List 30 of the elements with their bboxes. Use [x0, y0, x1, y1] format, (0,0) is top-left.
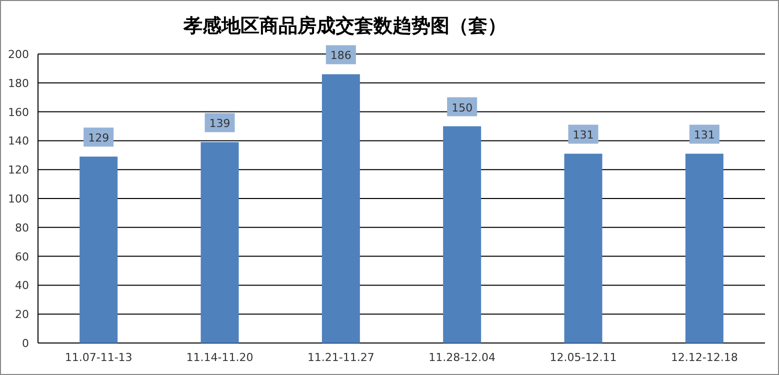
bar	[322, 74, 360, 343]
x-tick-label: 11.21-11.27	[307, 351, 374, 364]
data-label: 150	[452, 101, 473, 114]
y-tick-label: 60	[15, 250, 29, 264]
y-tick-label: 140	[8, 134, 29, 148]
y-tick-label: 180	[8, 76, 29, 90]
bar	[443, 126, 482, 343]
data-label: 131	[572, 128, 594, 142]
data-label: 131	[694, 128, 715, 142]
y-tick-label: 20	[15, 308, 29, 322]
y-tick-label: 40	[15, 279, 29, 292]
bar	[80, 156, 118, 343]
data-label: 139	[209, 117, 230, 130]
chart-title: 孝感地区商品房成交套数趋势图（套）	[182, 15, 506, 37]
x-tick-label: 12.12-12.18	[670, 351, 738, 364]
bar	[685, 154, 724, 343]
y-tick-label: 100	[8, 192, 29, 206]
x-tick-label: 11.14-11.20	[186, 351, 254, 364]
bar	[200, 142, 239, 343]
data-label: 186	[330, 49, 352, 62]
data-label: 129	[88, 132, 110, 145]
bar	[564, 154, 602, 343]
y-tick-label: 160	[8, 106, 29, 119]
y-tick-label: 80	[15, 221, 29, 234]
x-tick-label: 11.07-11-13	[64, 351, 132, 364]
y-tick-label: 120	[8, 164, 29, 177]
y-tick-label: 0	[22, 337, 29, 350]
x-tick-label: 11.28-12.04	[428, 351, 496, 364]
y-tick-label: 200	[8, 48, 29, 61]
x-tick-label: 12.05-12.11	[550, 351, 617, 364]
